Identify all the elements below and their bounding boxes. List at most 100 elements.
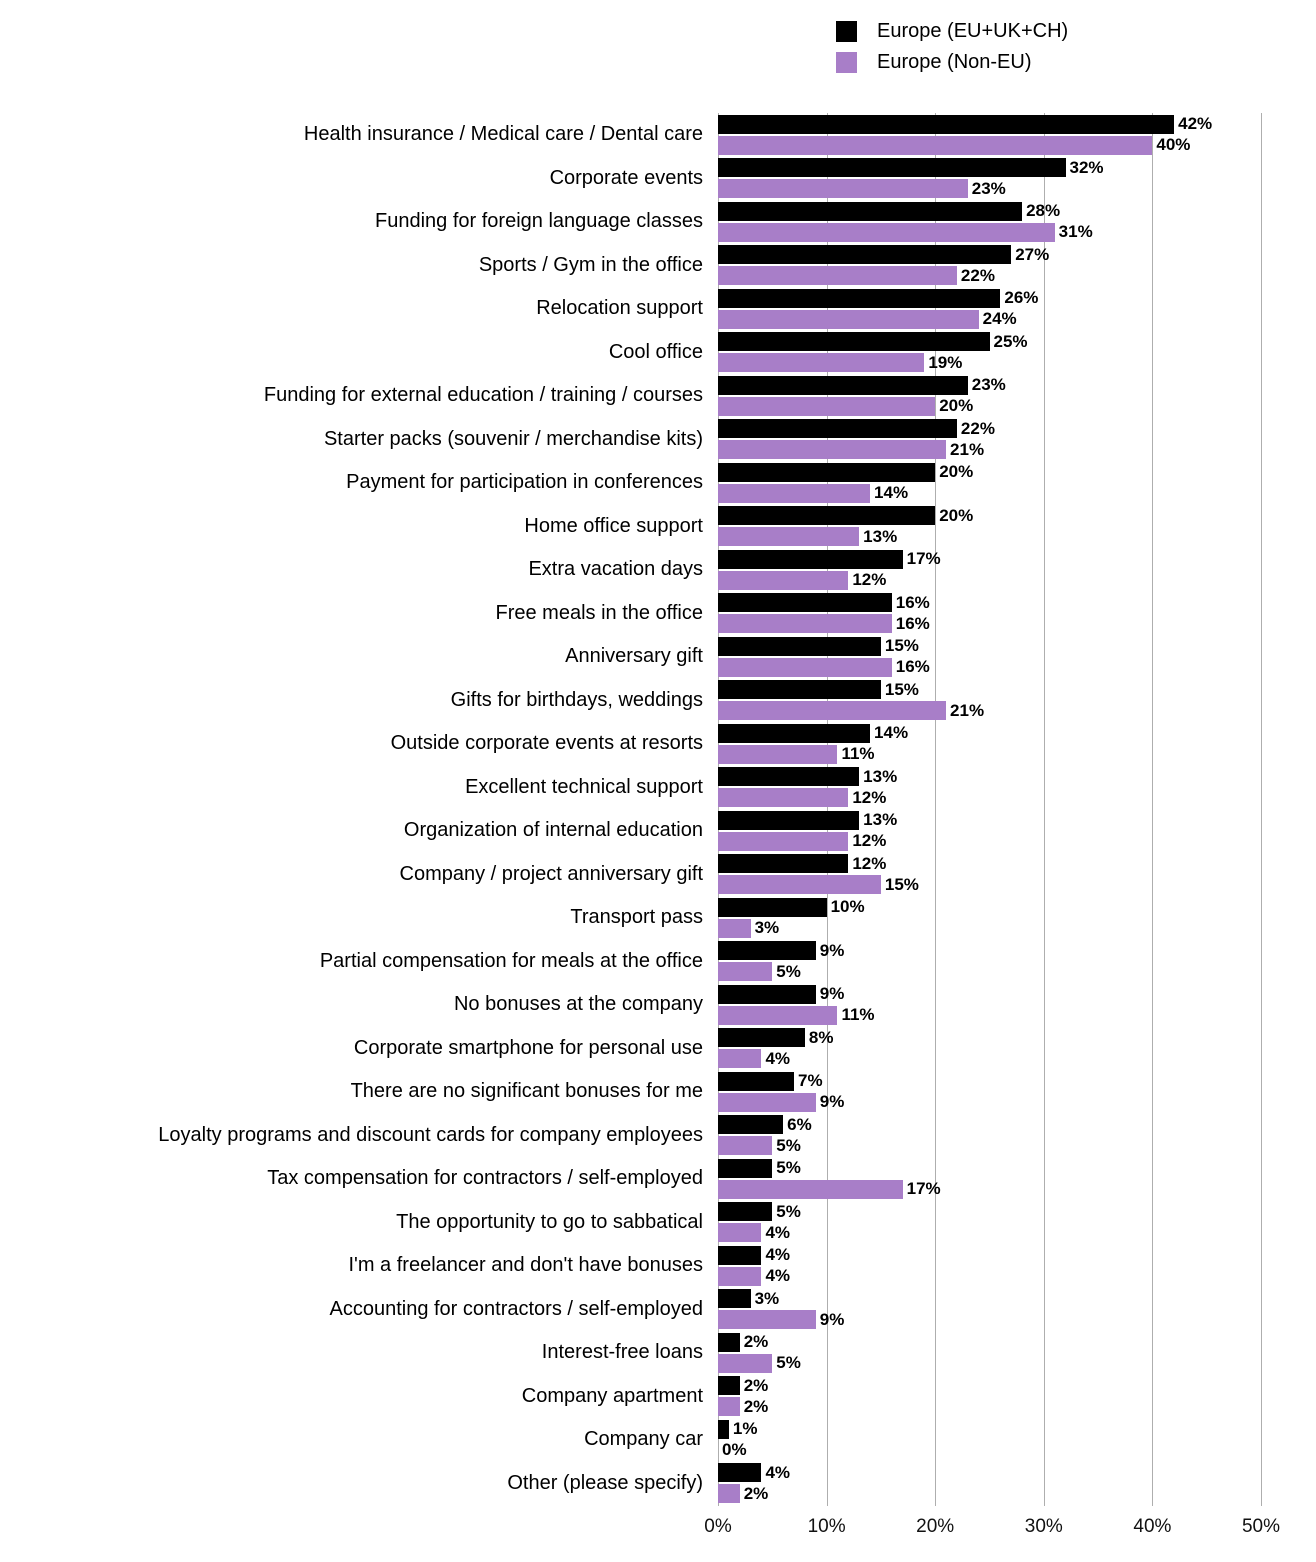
bar-line: 27% <box>718 245 1316 265</box>
bar-value-eu: 28% <box>1026 201 1061 221</box>
category-label: The opportunity to go to sabbatical <box>396 1210 703 1233</box>
bar-value-noneu: 12% <box>852 831 887 851</box>
bar-value-noneu: 11% <box>841 1005 875 1025</box>
bar-line: 20% <box>718 462 1316 482</box>
bar-line: 5% <box>718 1202 1316 1222</box>
bar-eu <box>718 1332 740 1352</box>
bar-line: 17% <box>718 1179 1316 1199</box>
bar-value-eu: 23% <box>971 375 1006 395</box>
bar-eu <box>718 767 860 787</box>
bar-noneu <box>718 222 1055 242</box>
bar-value-eu: 32% <box>1069 157 1104 177</box>
bar-value-noneu: 23% <box>971 178 1006 198</box>
category-label: Payment for participation in conferences <box>346 471 703 494</box>
bar-value-eu: 20% <box>939 505 974 525</box>
bar-row: Home office support 20% 13% <box>0 505 1316 549</box>
bar-noneu <box>718 179 968 199</box>
category-label: No bonuses at the company <box>453 993 703 1016</box>
bar-noneu <box>718 614 892 634</box>
bar-line: 9% <box>718 984 1316 1004</box>
bar-eu <box>718 158 1066 178</box>
bar-eu <box>718 419 957 439</box>
bar-group: 5% 17% <box>718 1157 1316 1201</box>
bar-value-noneu: 4% <box>765 1222 791 1242</box>
category-label: Home office support <box>524 514 703 537</box>
bar-line: 31% <box>718 222 1316 242</box>
bar-line: 21% <box>718 439 1316 460</box>
gridlines <box>718 113 1262 1506</box>
bar-value-eu: 9% <box>819 940 845 960</box>
bar-group: 16% 16% <box>718 592 1316 636</box>
bar-line: 23% <box>718 178 1316 199</box>
bar-group: 13% 12% <box>718 766 1316 810</box>
gridline <box>718 113 719 1506</box>
category-label: Cool office <box>608 340 703 363</box>
bar-line: 42% <box>718 114 1316 134</box>
bar-row: Payment for participation in conferences… <box>0 461 1316 505</box>
bar-group: 3% 9% <box>718 1288 1316 1332</box>
legend-label-eu: Europe (EU+UK+CH) <box>877 20 1069 42</box>
bar-eu <box>718 593 892 613</box>
bar-noneu <box>718 1049 762 1069</box>
legend-label-noneu: Europe (Non-EU) <box>877 51 1032 73</box>
bar-eu <box>718 462 936 482</box>
bar-eu <box>718 1463 762 1483</box>
bar-group: 12% 15% <box>718 853 1316 897</box>
bar-line: 4% <box>718 1245 1316 1265</box>
bar-row: Free meals in the office 16% 16% <box>0 592 1316 636</box>
category-label: Health insurance / Medical care / Dental… <box>303 123 703 146</box>
bar-noneu <box>718 1223 762 1243</box>
bar-row: Cool office 25% 19% <box>0 331 1316 375</box>
bar-group: 28% 31% <box>718 200 1316 244</box>
category-label: Outside corporate events at resorts <box>390 732 703 755</box>
bar-line: 11% <box>718 1005 1316 1025</box>
bar-eu <box>718 636 881 656</box>
category-label: Relocation support <box>536 297 703 320</box>
bar-row: Gifts for birthdays, weddings 15% 21% <box>0 679 1316 723</box>
bar-value-noneu: 9% <box>819 1092 845 1112</box>
x-tick-label: 30% <box>1024 1516 1063 1537</box>
bar-eu <box>718 506 936 526</box>
bar-row: Tax compensation for contractors / self-… <box>0 1157 1316 1201</box>
bar-value-noneu: 4% <box>765 1048 791 1068</box>
bar-line: 12% <box>718 788 1316 808</box>
bar-noneu <box>718 744 838 764</box>
bar-value-noneu: 5% <box>776 1353 801 1373</box>
bar-line: 10% <box>718 897 1316 917</box>
bar-line: 4% <box>718 1222 1316 1243</box>
bar-value-eu: 26% <box>1004 288 1039 308</box>
category-label: Company / project anniversary gift <box>399 862 703 885</box>
bar-row: Relocation support 26% 24% <box>0 287 1316 331</box>
bar-value-noneu: 5% <box>776 961 801 981</box>
bar-line: 8% <box>718 1028 1316 1048</box>
bar-row: Transport pass 10% 3% <box>0 896 1316 940</box>
bar-group: 6% 5% <box>718 1114 1316 1158</box>
bar-value-noneu: 11% <box>841 744 875 764</box>
bar-noneu <box>718 1179 903 1199</box>
bar-value-noneu: 2% <box>743 1483 769 1503</box>
bar-line: 28% <box>718 201 1316 221</box>
bar-row: Health insurance / Medical care / Dental… <box>0 113 1316 157</box>
bar-noneu <box>718 1005 838 1025</box>
bar-noneu <box>718 353 925 373</box>
bar-noneu <box>718 788 849 808</box>
bar-eu <box>718 114 1175 134</box>
bar-value-eu: 14% <box>874 723 909 743</box>
bar-value-eu: 16% <box>895 592 930 612</box>
bar-row: Organization of internal education 13% 12% <box>0 809 1316 853</box>
bar-noneu <box>718 1136 773 1156</box>
bar-value-noneu: 15% <box>884 874 919 894</box>
bar-value-eu: 15% <box>884 636 919 656</box>
bar-value-eu: 13% <box>863 766 898 786</box>
bar-value-noneu: 16% <box>895 657 930 677</box>
bar-line: 15% <box>718 680 1316 700</box>
bar-noneu <box>718 1397 740 1417</box>
bar-line: 5% <box>718 961 1316 982</box>
bar-value-eu: 4% <box>765 1245 791 1265</box>
bar-eu <box>718 1158 773 1178</box>
bar-value-noneu: 21% <box>950 439 985 459</box>
gridline <box>826 113 828 1506</box>
bar-group: 2% 5% <box>718 1331 1316 1375</box>
bar-group: 26% 24% <box>718 287 1316 331</box>
bar-value-eu: 3% <box>754 1288 780 1308</box>
